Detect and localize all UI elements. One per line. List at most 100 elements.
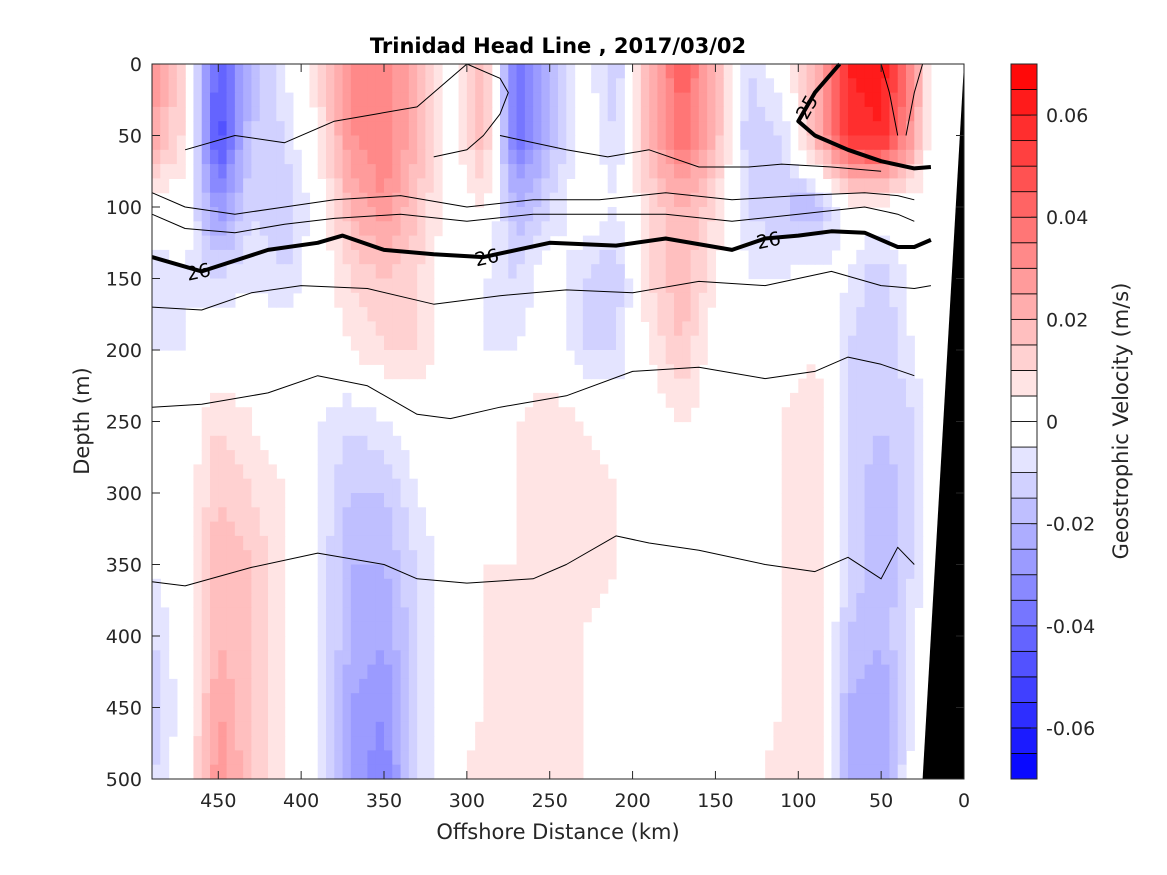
velocity-cell	[152, 78, 161, 94]
velocity-cell	[334, 164, 344, 179]
velocity-cell	[392, 178, 402, 194]
velocity-cell	[558, 78, 567, 94]
velocity-cell	[276, 678, 286, 694]
velocity-cell	[284, 121, 294, 137]
velocity-cell	[516, 607, 526, 623]
velocity-cell	[392, 507, 402, 523]
velocity-cell	[342, 321, 352, 337]
velocity-cell	[276, 178, 286, 194]
isopycnal-line	[880, 63, 899, 136]
velocity-cell	[889, 564, 899, 580]
velocity-cell	[417, 707, 427, 723]
velocity-cell	[549, 92, 559, 108]
velocity-cell	[425, 135, 435, 151]
velocity-cell	[549, 521, 559, 537]
velocity-cell	[408, 621, 418, 637]
velocity-cell	[591, 278, 601, 294]
velocity-cell	[856, 364, 866, 380]
velocity-cell	[848, 535, 857, 551]
velocity-cell	[218, 164, 228, 179]
velocity-cell	[268, 221, 277, 237]
velocity-cell	[839, 764, 849, 780]
velocity-cell	[591, 249, 601, 265]
velocity-cell	[914, 106, 924, 122]
velocity-cell	[375, 450, 385, 465]
velocity-cell	[342, 292, 352, 308]
velocity-cell	[201, 106, 211, 122]
velocity-cell	[848, 278, 857, 294]
velocity-cell	[790, 593, 799, 608]
velocity-cell	[574, 721, 584, 737]
velocity-cell	[806, 478, 816, 494]
velocity-cell	[334, 450, 344, 465]
velocity-cell	[392, 135, 402, 151]
velocity-cell	[234, 707, 244, 723]
velocity-cell	[773, 264, 783, 280]
velocity-cell	[226, 521, 236, 537]
velocity-cell	[748, 106, 758, 122]
velocity-cell	[400, 64, 410, 79]
velocity-cell	[251, 249, 261, 265]
velocity-cell	[665, 335, 675, 351]
velocity-cell	[491, 292, 501, 308]
velocity-cell	[375, 736, 385, 751]
velocity-cell	[226, 450, 236, 465]
velocity-cell	[806, 78, 816, 94]
isopycnal-line	[151, 535, 915, 587]
velocity-cell	[417, 693, 427, 709]
velocity-cell	[367, 164, 377, 179]
velocity-cell	[508, 636, 518, 651]
velocity-cell	[906, 578, 915, 594]
velocity-cell	[582, 278, 592, 294]
velocity-cell	[906, 421, 915, 437]
velocity-cell	[574, 693, 584, 709]
velocity-cell	[872, 607, 882, 623]
velocity-cell	[152, 149, 161, 165]
velocity-cell	[417, 292, 427, 308]
velocity-cell	[707, 264, 717, 280]
velocity-cell	[408, 593, 418, 608]
velocity-cell	[665, 78, 675, 94]
velocity-cell	[491, 678, 501, 694]
velocity-cell	[881, 507, 891, 523]
velocity-cell	[342, 178, 352, 194]
velocity-cell	[400, 221, 410, 237]
velocity-cell	[334, 693, 344, 709]
velocity-cell	[210, 693, 219, 709]
colorbar-swatch	[1010, 191, 1038, 218]
velocity-cell	[897, 435, 907, 451]
velocity-cell	[558, 464, 567, 480]
velocity-cell	[425, 736, 435, 751]
velocity-cell	[342, 707, 352, 723]
velocity-cell	[524, 278, 534, 294]
velocity-cell	[897, 607, 907, 623]
velocity-cell	[806, 535, 816, 551]
velocity-cell	[674, 178, 683, 194]
velocity-cell	[334, 292, 344, 308]
velocity-cell	[483, 636, 493, 651]
velocity-cell	[334, 564, 344, 580]
velocity-cell	[185, 249, 195, 265]
velocity-cell	[268, 764, 277, 780]
velocity-cell	[549, 764, 559, 780]
velocity-cell	[160, 164, 170, 179]
velocity-cell	[466, 764, 476, 780]
velocity-cell	[566, 435, 576, 451]
velocity-cell	[201, 278, 211, 294]
velocity-cell	[856, 678, 866, 694]
velocity-cell	[375, 578, 385, 594]
velocity-cell	[533, 578, 543, 594]
velocity-cell	[508, 750, 518, 766]
velocity-cell	[483, 578, 493, 594]
velocity-cell	[425, 621, 435, 637]
velocity-cell	[906, 364, 915, 380]
velocity-cell	[475, 164, 485, 179]
velocity-cell	[326, 721, 335, 737]
velocity-cell	[897, 707, 907, 723]
velocity-cell	[848, 707, 857, 723]
velocity-cell	[798, 450, 808, 465]
velocity-cell	[591, 535, 601, 551]
velocity-cell	[682, 121, 692, 137]
velocity-cell	[524, 764, 534, 780]
